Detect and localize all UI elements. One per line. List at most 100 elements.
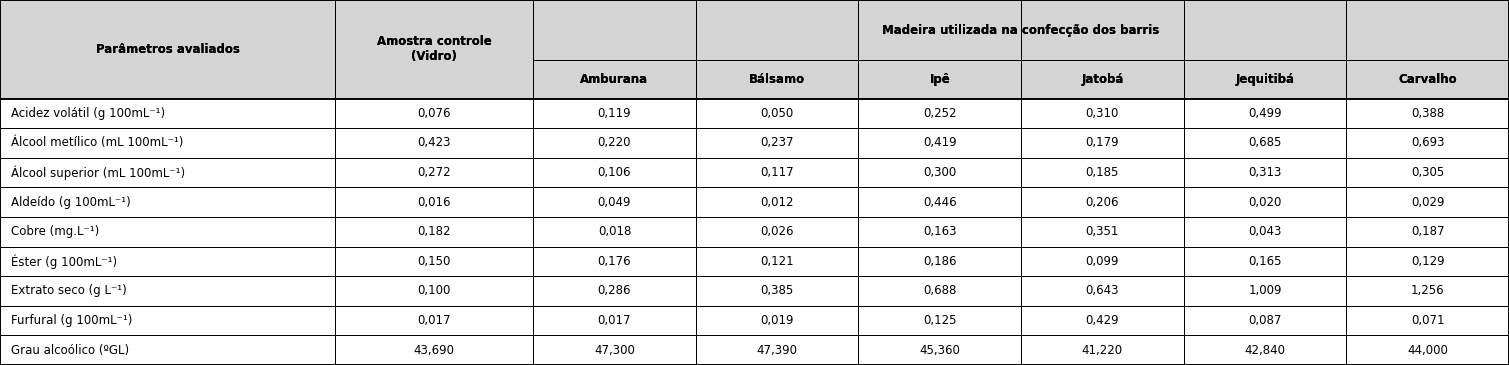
Text: 42,840: 42,840 (1245, 344, 1286, 357)
Bar (533, 158, 696, 187)
Text: 0,185: 0,185 (1085, 166, 1120, 179)
Text: 0,043: 0,043 (1248, 225, 1281, 238)
Text: 0,050: 0,050 (761, 107, 794, 120)
Bar (0, 276, 335, 306)
Bar (335, 276, 533, 306)
Text: 47,300: 47,300 (595, 344, 635, 357)
Text: Amburana: Amburana (581, 73, 649, 86)
Text: 0,100: 0,100 (418, 284, 451, 297)
Text: 44,000: 44,000 (1408, 344, 1449, 357)
Bar (1022, 158, 1183, 187)
Bar (1183, 158, 1346, 187)
Bar (696, 306, 859, 335)
Bar (1346, 60, 1509, 99)
Bar (335, 247, 533, 276)
Text: Carvalho: Carvalho (1399, 73, 1458, 86)
Text: 0,029: 0,029 (1411, 196, 1444, 209)
Bar (1183, 217, 1346, 247)
Text: 0,419: 0,419 (924, 137, 957, 149)
Bar (533, 99, 696, 128)
Text: 0,026: 0,026 (761, 225, 794, 238)
Text: 0,499: 0,499 (1248, 107, 1281, 120)
Bar (859, 217, 1022, 247)
Bar (0, 99, 335, 128)
Text: 0,305: 0,305 (1411, 166, 1444, 179)
Text: 0,012: 0,012 (761, 196, 794, 209)
Bar (335, 128, 533, 158)
Bar (1346, 187, 1509, 217)
Bar (0, 158, 335, 187)
Text: 0,150: 0,150 (418, 255, 451, 268)
Text: 0,020: 0,020 (1248, 196, 1281, 209)
Text: 0,252: 0,252 (924, 107, 957, 120)
Bar (0, 335, 335, 365)
Bar (696, 217, 859, 247)
Bar (1346, 247, 1509, 276)
Bar (696, 247, 859, 276)
Text: Jequitibá: Jequitibá (1236, 73, 1295, 86)
Text: Éster (g 100mL⁻¹): Éster (g 100mL⁻¹) (11, 254, 116, 269)
Bar (696, 60, 859, 99)
Bar (1183, 187, 1346, 217)
Bar (1022, 276, 1183, 306)
Text: 0,429: 0,429 (1085, 314, 1120, 327)
Text: Amburana: Amburana (581, 73, 649, 86)
Text: 0,182: 0,182 (418, 225, 451, 238)
Bar (533, 0, 1509, 60)
Text: Grau alcoólico (ºGL): Grau alcoólico (ºGL) (11, 344, 128, 357)
Text: Amostra controle
(Vidro): Amostra controle (Vidro) (377, 35, 492, 63)
Bar (0, 128, 335, 158)
Text: 0,076: 0,076 (418, 107, 451, 120)
Text: 0,017: 0,017 (418, 314, 451, 327)
Text: Álcool metílico (mL 100mL⁻¹): Álcool metílico (mL 100mL⁻¹) (11, 137, 183, 149)
Text: Furfural (g 100mL⁻¹): Furfural (g 100mL⁻¹) (11, 314, 131, 327)
Bar (1022, 335, 1183, 365)
Text: 0,351: 0,351 (1085, 225, 1120, 238)
Text: 0,688: 0,688 (924, 284, 957, 297)
Text: Álcool superior (mL 100mL⁻¹): Álcool superior (mL 100mL⁻¹) (11, 165, 184, 180)
Bar (1022, 247, 1183, 276)
Text: 0,163: 0,163 (924, 225, 957, 238)
Bar (533, 335, 696, 365)
Text: 0,176: 0,176 (598, 255, 631, 268)
Text: 0,016: 0,016 (418, 196, 451, 209)
Text: 0,446: 0,446 (924, 196, 957, 209)
Bar (696, 276, 859, 306)
Bar (1183, 335, 1346, 365)
Bar (533, 187, 696, 217)
Bar (335, 217, 533, 247)
Bar (335, 158, 533, 187)
Text: 0,106: 0,106 (598, 166, 631, 179)
Bar (533, 60, 696, 99)
Bar (1022, 187, 1183, 217)
Text: Carvalho: Carvalho (1399, 73, 1458, 86)
Text: 0,125: 0,125 (924, 314, 957, 327)
Bar (696, 187, 859, 217)
Text: Bálsamo: Bálsamo (748, 73, 806, 86)
Bar (1346, 217, 1509, 247)
Text: 0,099: 0,099 (1085, 255, 1120, 268)
Text: Ipê: Ipê (930, 73, 951, 86)
Text: Amostra controle
(Vidro): Amostra controle (Vidro) (377, 35, 492, 63)
Bar (0, 247, 335, 276)
Bar (0, 0, 335, 99)
Bar (335, 187, 533, 217)
Bar (1183, 247, 1346, 276)
Bar (859, 60, 1022, 99)
Text: 43,690: 43,690 (413, 344, 454, 357)
Bar (1022, 60, 1183, 99)
Text: 0,685: 0,685 (1248, 137, 1281, 149)
Text: 0,119: 0,119 (598, 107, 631, 120)
Bar (0, 187, 335, 217)
Text: 0,310: 0,310 (1085, 107, 1120, 120)
Text: 0,206: 0,206 (1085, 196, 1120, 209)
Text: 41,220: 41,220 (1082, 344, 1123, 357)
Bar (1022, 128, 1183, 158)
Bar (1346, 99, 1509, 128)
Text: Jatobá: Jatobá (1082, 73, 1124, 86)
Bar (859, 99, 1022, 128)
Bar (335, 0, 533, 99)
Bar (696, 60, 859, 99)
Bar (1183, 128, 1346, 158)
Bar (533, 276, 696, 306)
